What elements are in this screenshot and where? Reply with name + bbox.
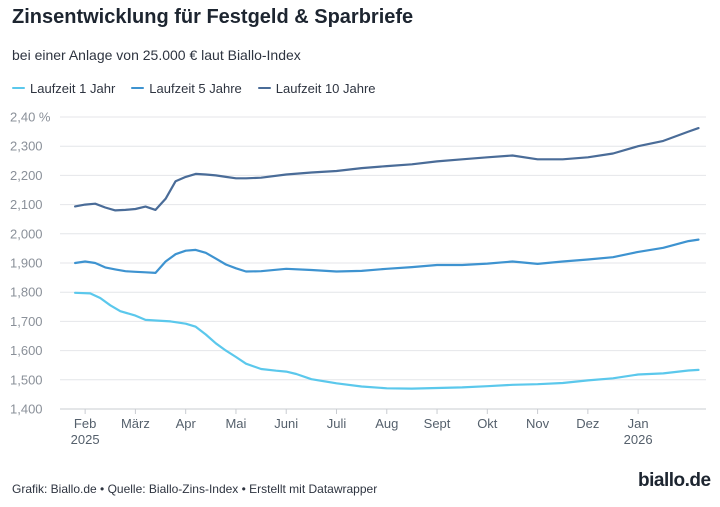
legend-label-1-jahr: Laufzeit 1 Jahr (30, 80, 116, 96)
series-line-2 (73, 238, 700, 274)
x-tick-label: Aug (375, 416, 398, 431)
x-tick-label: Juni (274, 416, 298, 431)
legend-swatch-10-jahre (257, 86, 271, 90)
legend-item-5-jahre: Laufzeit 5 Jahre (131, 81, 242, 96)
y-tick-label: 1,900 (10, 256, 43, 271)
x-tick-year-label: 2026 (624, 432, 653, 447)
legend-swatch-5-jahre (131, 86, 145, 90)
source-footer: Grafik: Biallo.de • Quelle: Biallo-Zins-… (12, 482, 378, 496)
x-tick-label: März (121, 416, 150, 431)
x-tick-label: Mai (225, 416, 246, 431)
grid-layer (60, 116, 706, 410)
legend-item-1-jahr: Laufzeit 1 Jahr (12, 81, 115, 96)
x-tick-label: Apr (176, 416, 197, 431)
series-line-1 (73, 291, 700, 390)
x-tick-label: Dez (576, 416, 599, 431)
chart-title: Zinsentwicklung für Festgeld & Sparbrief… (12, 6, 414, 28)
x-tick-label: Nov (526, 416, 550, 431)
y-tick-label: 1,500 (10, 372, 43, 387)
y-tick-label: 2,100 (10, 197, 43, 212)
series-line-3 (73, 127, 700, 212)
y-tick-label: 1,400 (10, 402, 43, 417)
x-tick-label: Feb (74, 416, 96, 431)
y-tick-label: 1,600 (10, 343, 43, 358)
series-layer (73, 127, 700, 390)
legend: Laufzeit 1 Jahr Laufzeit 5 Jahre Laufzei… (12, 79, 392, 97)
chart-subtitle: bei einer Anlage von 25.000 € laut Biall… (12, 47, 301, 63)
y-tick-label: 2,40 % (10, 110, 51, 125)
biallo-logo: biallo.de (638, 470, 711, 491)
x-tick-label: Okt (477, 416, 498, 431)
y-tick-label: 1,800 (10, 285, 43, 300)
y-tick-label: 1,700 (10, 314, 43, 329)
legend-swatch-1-jahr (12, 86, 25, 90)
y-tick-label: 2,000 (10, 226, 43, 241)
x-tick-year-label: 2025 (71, 432, 100, 447)
x-tick-label: Juli (327, 416, 347, 431)
legend-label-5-jahre: Laufzeit 5 Jahre (149, 80, 242, 96)
y-tick-label: 2,300 (10, 139, 43, 154)
y-axis: 1,400 1,500 1,600 1,700 1,800 1,900 2,000 2,100… (10, 110, 51, 417)
x-tick-label: Jan (628, 416, 649, 431)
y-tick-label: 2,200 (10, 168, 43, 183)
legend-label-10-jahre: Laufzeit 10 Jahre (275, 80, 376, 96)
x-tick-label: Sept (424, 416, 451, 431)
legend-item-10-jahre: Laufzeit 10 Jahre (257, 80, 376, 96)
